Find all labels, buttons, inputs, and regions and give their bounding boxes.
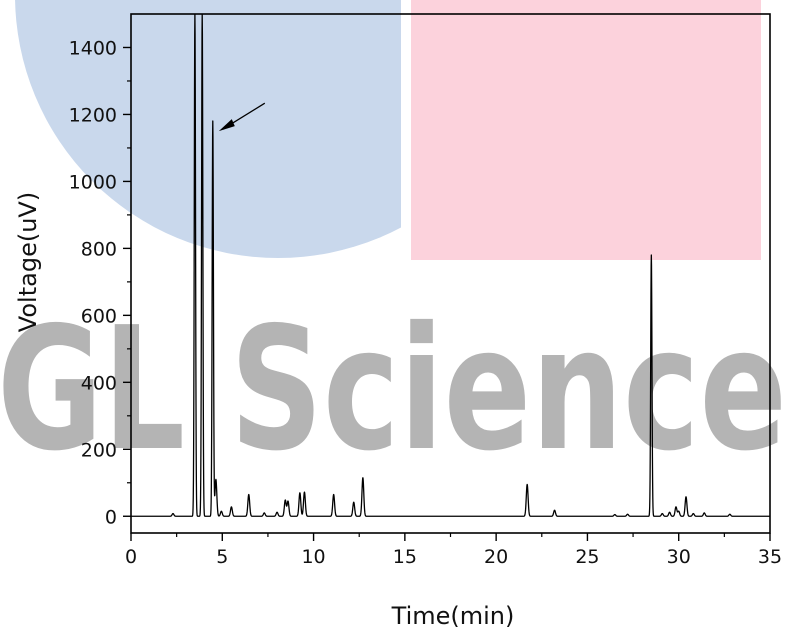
y-tick-label: 1400 — [69, 37, 117, 59]
y-axis-title: Voltage(uV) — [14, 192, 42, 332]
y-tick-label: 400 — [81, 372, 117, 394]
y-tick-label: 200 — [81, 439, 117, 461]
y-tick-label: 800 — [81, 238, 117, 260]
x-tick-label: 10 — [301, 546, 325, 568]
x-tick-label: 0 — [125, 546, 137, 568]
x-tick-label: 30 — [667, 546, 691, 568]
watermark-pink-rect — [411, 0, 761, 260]
x-tick-label: 20 — [484, 546, 508, 568]
x-tick-label: 15 — [393, 546, 417, 568]
y-tick-label: 1200 — [69, 104, 117, 126]
x-axis-title: Time(min) — [391, 602, 515, 630]
axes-group: 0 5 10 15 20 25 30 35 0 200 400 600 800 1000 1200 1400 — [69, 13, 782, 568]
annotation-arrow-head — [218, 119, 235, 132]
trace-group — [131, 14, 770, 517]
x-tick-label: 35 — [758, 546, 782, 568]
watermark-gap — [401, 0, 411, 270]
y-tick-label: 0 — [105, 506, 117, 528]
plot-frame — [130, 13, 771, 534]
y-tick-label: 600 — [81, 305, 117, 327]
x-tick-label: 25 — [575, 546, 599, 568]
annotation-group — [218, 102, 266, 132]
x-tick-label: 5 — [216, 546, 228, 568]
y-tick-label: 1000 — [69, 171, 117, 193]
chromatogram-trace — [131, 14, 770, 517]
